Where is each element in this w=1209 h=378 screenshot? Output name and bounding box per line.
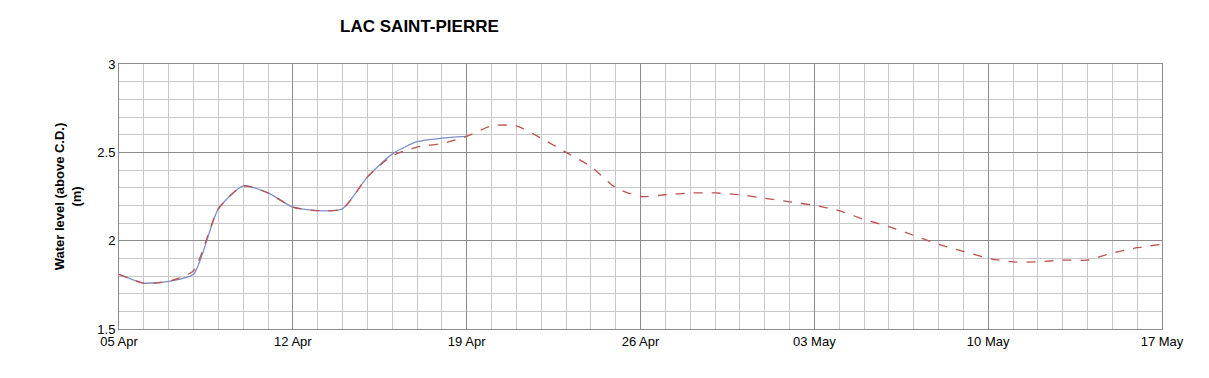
svg-text:19 Apr: 19 Apr — [448, 334, 486, 349]
svg-text:Water level (above C.D.)(m): Water level (above C.D.)(m) — [52, 123, 84, 271]
svg-text:LAC SAINT-PIERRE: LAC SAINT-PIERRE — [340, 17, 499, 36]
svg-text:17 May: 17 May — [1141, 334, 1184, 349]
svg-text:26 Apr: 26 Apr — [622, 334, 660, 349]
svg-text:03 May: 03 May — [793, 334, 836, 349]
svg-text:12 Apr: 12 Apr — [274, 334, 312, 349]
svg-text:05 Apr: 05 Apr — [100, 334, 138, 349]
svg-text:2.5: 2.5 — [97, 145, 115, 160]
svg-text:2: 2 — [108, 233, 115, 248]
svg-text:10 May: 10 May — [967, 334, 1010, 349]
svg-text:1.5: 1.5 — [97, 322, 115, 337]
svg-text:3: 3 — [108, 57, 115, 72]
